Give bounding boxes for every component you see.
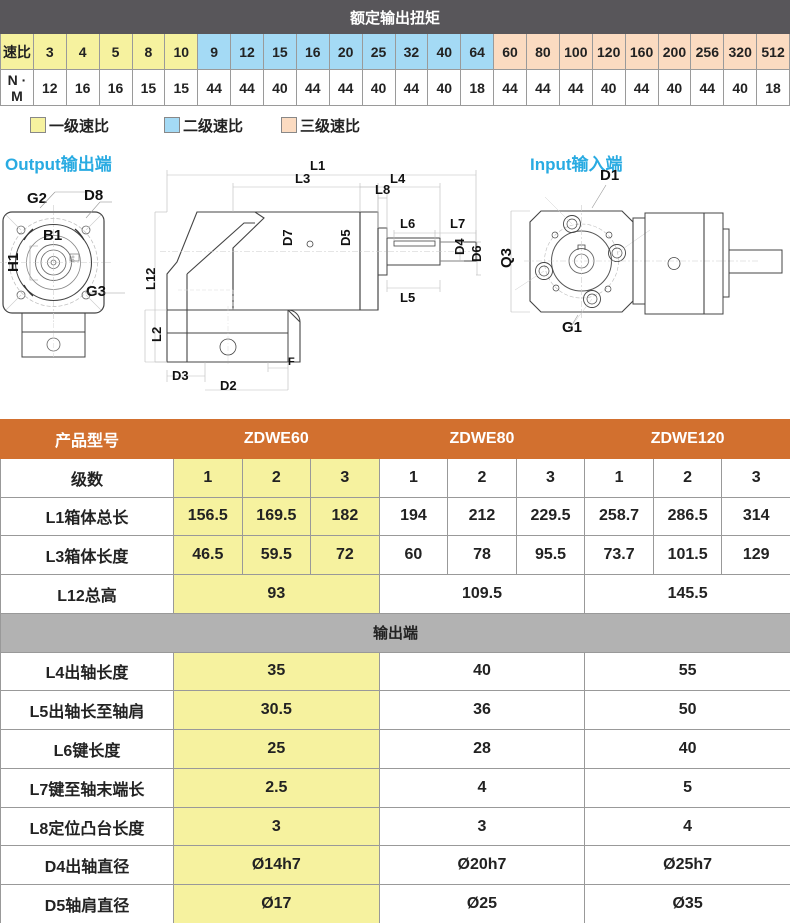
svg-text:L12: L12 — [143, 268, 158, 290]
svg-text:L6: L6 — [400, 216, 415, 231]
svg-text:L5: L5 — [400, 290, 415, 305]
svg-text:D8: D8 — [84, 187, 103, 204]
svg-text:Q3: Q3 — [498, 248, 515, 268]
svg-text:L8: L8 — [375, 182, 390, 197]
svg-text:D4: D4 — [452, 238, 467, 255]
svg-text:B1: B1 — [43, 227, 62, 244]
svg-text:L1: L1 — [310, 158, 325, 173]
svg-text:G2: G2 — [27, 190, 47, 207]
svg-text:D5: D5 — [338, 229, 353, 246]
svg-text:D6: D6 — [469, 245, 484, 262]
svg-text:L7: L7 — [450, 216, 465, 231]
svg-text:D1: D1 — [600, 167, 619, 184]
svg-text:D2: D2 — [220, 378, 237, 393]
svg-text:G1: G1 — [562, 319, 582, 336]
svg-text:L3: L3 — [295, 171, 310, 186]
svg-text:H1: H1 — [5, 253, 22, 272]
svg-text:L4: L4 — [390, 171, 406, 186]
svg-text:G3: G3 — [86, 283, 106, 300]
svg-text:D3: D3 — [172, 368, 189, 383]
svg-text:F: F — [288, 356, 295, 368]
svg-text:D7: D7 — [280, 229, 295, 246]
svg-text:L2: L2 — [149, 327, 164, 342]
